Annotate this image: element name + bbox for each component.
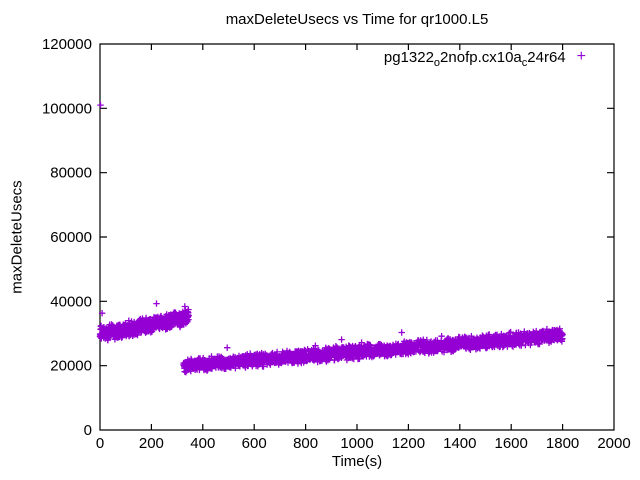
axes: 0 200 400 600 800 1000 1200 1400 1600 1800 2000020… — [42, 36, 631, 452]
x-tick-label: 200 — [139, 435, 164, 452]
x-tick-label: 1200 — [392, 435, 425, 452]
y-axis-title: maxDeleteUsecs — [8, 180, 26, 294]
series-pg1322_o2nofp.cx10a_c24r64 — [96, 101, 566, 376]
x-tick-label: 600 — [242, 435, 267, 452]
x-tick-label: 1400 — [443, 435, 476, 452]
legend-label-text: 2nofp.cx10a — [440, 48, 522, 66]
plot-border-and-ticks — [99, 43, 615, 431]
y-tick-label: 0 — [84, 422, 92, 439]
y-tick-label: 120000 — [42, 36, 92, 53]
x-tick-label: 1800 — [546, 435, 579, 452]
legend-label-subscript: o — [433, 56, 441, 69]
legend-label-text: 24r64 — [527, 48, 566, 66]
x-tick-label: 400 — [190, 435, 215, 452]
x-tick-label: 1600 — [495, 435, 528, 452]
legend-series-label: pg1322o2nofp.cx10ac24r64 — [383, 48, 566, 69]
y-tick-label: 80000 — [50, 165, 92, 182]
x-tick-label: 800 — [293, 435, 318, 452]
y-tick-label: 60000 — [50, 229, 92, 246]
x-tick-label: 2000 — [597, 435, 630, 452]
y-tick-label: 40000 — [50, 293, 92, 310]
y-tick-label: 20000 — [50, 358, 92, 375]
legend: pg1322o2nofp.cx10ac24r64 + — [383, 48, 586, 69]
x-axis-title: Time(s) — [331, 453, 383, 470]
y-tick-label: 100000 — [42, 100, 92, 117]
scatter-points — [96, 101, 566, 376]
legend-label-text: pg1322 — [383, 48, 434, 66]
x-tick-label: 1000 — [340, 435, 373, 452]
x-tick-label: 0 — [96, 435, 104, 452]
chart-title: maxDeleteUsecs vs Time for qr1000.L5 — [225, 11, 489, 28]
plus-marker-icon: + — [576, 48, 586, 65]
legend-label-subscript: c — [521, 56, 528, 69]
